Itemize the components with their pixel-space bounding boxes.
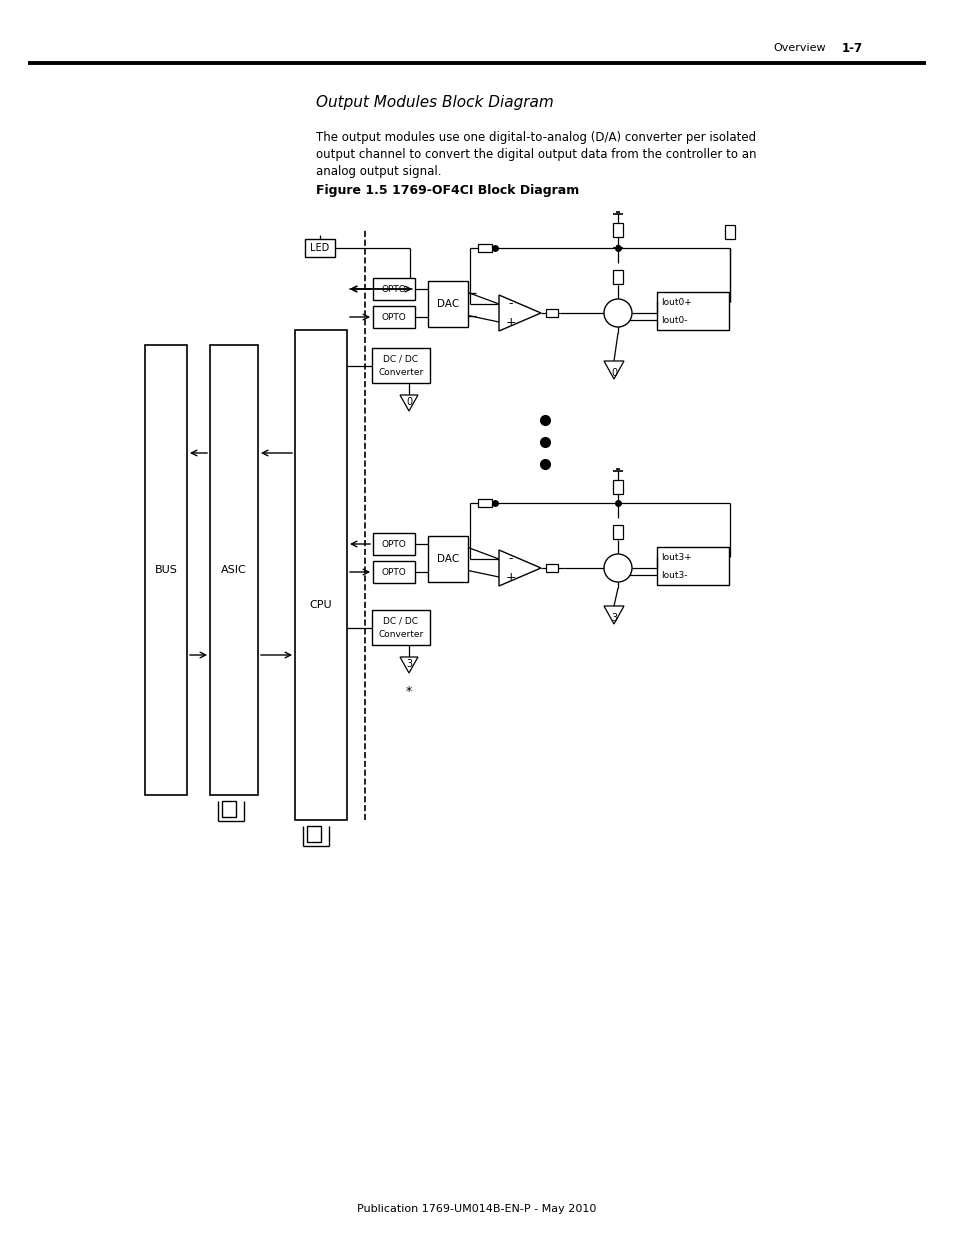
Bar: [307, 826, 320, 842]
Text: OPTO: OPTO: [381, 540, 406, 548]
Text: DC / DC: DC / DC: [383, 354, 418, 363]
Text: Converter: Converter: [378, 630, 423, 638]
Bar: [372, 348, 430, 383]
Polygon shape: [399, 657, 417, 673]
Polygon shape: [603, 361, 623, 379]
Text: *: *: [405, 684, 412, 698]
Text: BUS: BUS: [154, 564, 177, 576]
Text: +: +: [505, 315, 516, 329]
Polygon shape: [498, 550, 540, 585]
Text: -: -: [508, 298, 513, 310]
Bar: [613, 270, 622, 284]
Text: output channel to convert the digital output data from the controller to an: output channel to convert the digital ou…: [315, 147, 756, 161]
Text: DC / DC: DC / DC: [383, 616, 418, 625]
Bar: [373, 306, 415, 329]
Text: CPU: CPU: [310, 600, 332, 610]
Bar: [145, 345, 187, 795]
Bar: [373, 278, 415, 300]
Text: 3: 3: [610, 613, 617, 622]
Text: 3: 3: [406, 659, 412, 669]
Text: -: -: [508, 552, 513, 566]
Bar: [657, 547, 728, 585]
Bar: [372, 610, 430, 645]
Circle shape: [603, 555, 631, 582]
Text: Iout0+: Iout0+: [660, 298, 691, 306]
Bar: [477, 245, 492, 252]
Text: OPTO: OPTO: [381, 568, 406, 577]
Text: Converter: Converter: [378, 368, 423, 377]
Text: Overview: Overview: [772, 43, 824, 53]
Bar: [428, 536, 468, 582]
Bar: [373, 534, 415, 555]
Bar: [373, 561, 415, 583]
Text: +: +: [505, 571, 516, 583]
Text: 1-7: 1-7: [841, 42, 862, 54]
Text: The output modules use one digital-to-analog (D/A) converter per isolated: The output modules use one digital-to-an…: [315, 131, 756, 143]
Bar: [305, 240, 335, 257]
Text: DAC: DAC: [436, 299, 458, 309]
Circle shape: [603, 299, 631, 327]
Text: OPTO: OPTO: [381, 312, 406, 321]
Bar: [428, 282, 468, 327]
Bar: [613, 525, 622, 538]
Bar: [657, 291, 728, 330]
Text: 0: 0: [406, 396, 412, 408]
Bar: [613, 480, 622, 494]
Polygon shape: [399, 395, 417, 411]
Text: 0: 0: [610, 368, 617, 378]
Bar: [545, 564, 558, 572]
Text: ASIC: ASIC: [221, 564, 247, 576]
Text: Iout3+: Iout3+: [660, 552, 691, 562]
Text: Iout0-: Iout0-: [660, 315, 687, 325]
Bar: [477, 499, 492, 508]
Text: Figure 1.5 1769-OF4CI Block Diagram: Figure 1.5 1769-OF4CI Block Diagram: [315, 184, 578, 196]
Polygon shape: [603, 606, 623, 624]
Bar: [545, 309, 558, 317]
Polygon shape: [498, 295, 540, 331]
Bar: [222, 802, 235, 818]
Text: LED: LED: [310, 243, 330, 253]
Bar: [724, 225, 734, 240]
Text: OPTO: OPTO: [381, 284, 406, 294]
Bar: [210, 345, 257, 795]
Text: Iout3-: Iout3-: [660, 571, 687, 579]
Text: analog output signal.: analog output signal.: [315, 164, 441, 178]
Bar: [294, 330, 347, 820]
Text: Output Modules Block Diagram: Output Modules Block Diagram: [315, 95, 553, 110]
Text: Publication 1769-UM014B-EN-P - May 2010: Publication 1769-UM014B-EN-P - May 2010: [357, 1204, 596, 1214]
Bar: [613, 224, 622, 237]
Text: DAC: DAC: [436, 555, 458, 564]
